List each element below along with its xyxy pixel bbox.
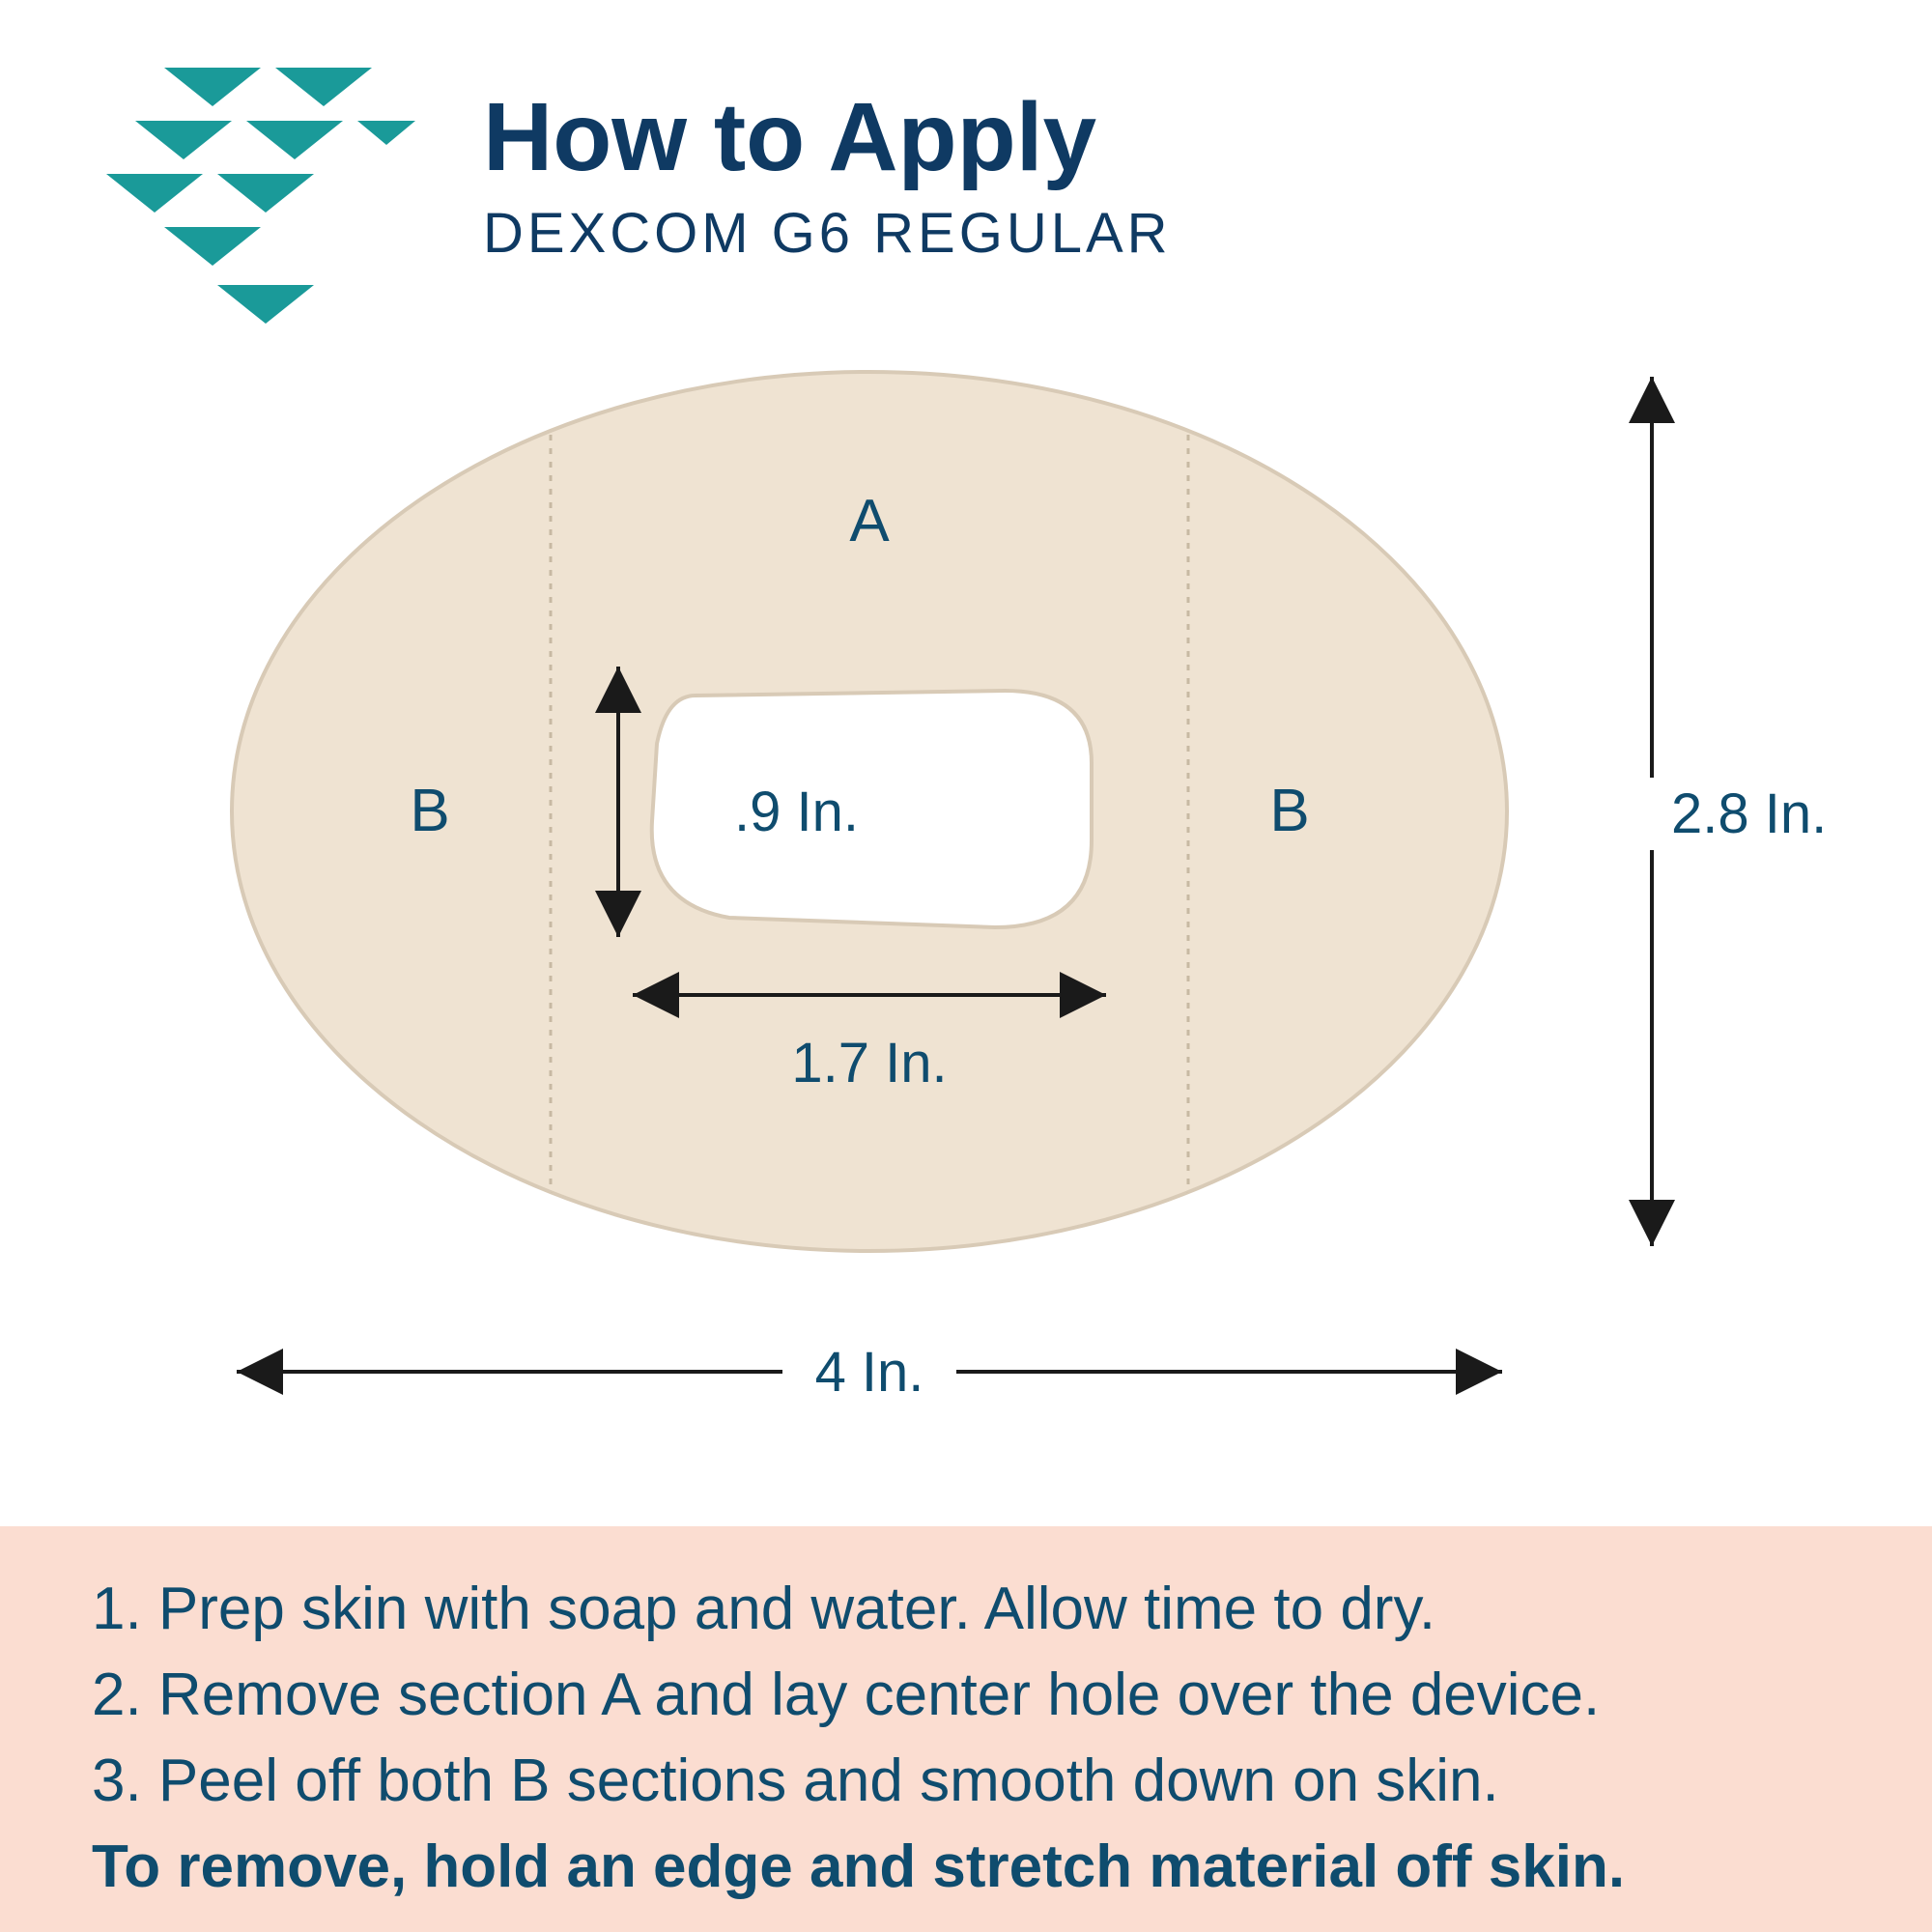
instruction-step-1: 1. Prep skin with soap and water. Allow … [92,1575,1840,1643]
instructions-panel: 1. Prep skin with soap and water. Allow … [0,1526,1932,1932]
label-b-right: B [1269,778,1309,844]
hole-width-label: 1.7 In. [791,1032,947,1094]
logo-triangles [106,68,415,324]
patch-diagram: A B B .9 In. 1.7 In. 2.8 In. 4 In. [193,367,1835,1512]
removal-note: To remove, hold an edge and stretch mate… [92,1833,1840,1901]
center-hole [652,691,1092,927]
hole-height-label: .9 In. [734,781,859,843]
patch-width-label: 4 In. [815,1341,924,1404]
instruction-step-2: 2. Remove section A and lay center hole … [92,1661,1840,1729]
label-b-left: B [410,778,449,844]
page-subtitle: DEXCOM G6 REGULAR [483,201,1172,266]
patch-height-label: 2.8 In. [1671,782,1827,845]
brand-logo [97,68,415,353]
label-a: A [849,488,890,554]
page-title: How to Apply [483,82,1172,193]
instruction-step-3: 3. Peel off both B sections and smooth d… [92,1747,1840,1815]
header: How to Apply DEXCOM G6 REGULAR [483,82,1172,266]
